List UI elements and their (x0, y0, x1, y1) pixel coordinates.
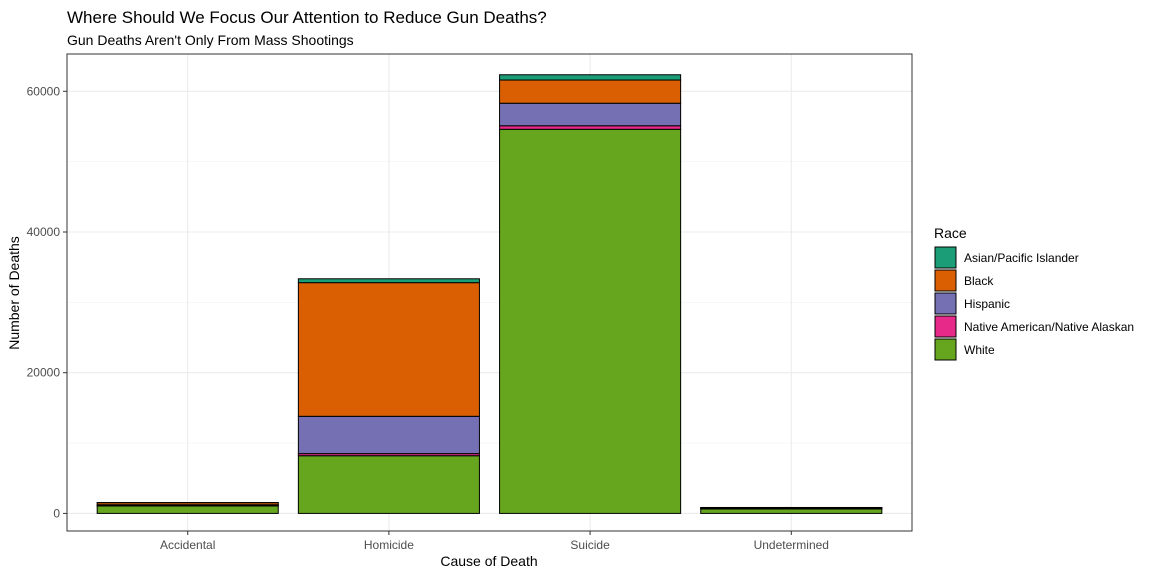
bar-segment (499, 125, 682, 130)
legend-label: Native American/Native Alaskan (964, 320, 1134, 334)
x-tick-label: Suicide (570, 538, 610, 552)
panel-background (67, 54, 912, 531)
chart-subtitle: Gun Deaths Aren't Only From Mass Shootin… (67, 32, 354, 48)
plot-area: 0 20000 40000 60000 Accidental Homicide Suicid… (27, 53, 913, 552)
bar-segment (297, 455, 480, 514)
y-axis-title: Number of Deaths (6, 236, 22, 350)
y-tick-label: 0 (53, 506, 60, 520)
bar-segment (297, 278, 480, 284)
legend-label: Asian/Pacific Islander (964, 251, 1079, 265)
legend: Race Asian/Pacific Islander Black Hispanic… (934, 225, 1134, 361)
legend-swatch (934, 338, 957, 361)
legend-swatch (934, 246, 957, 269)
y-tick-label: 40000 (27, 225, 61, 239)
bar-segment (499, 102, 682, 127)
panel-border (66, 53, 913, 532)
legend-swatch (934, 315, 957, 338)
bar-segment (96, 505, 279, 514)
y-tick-label: 60000 (27, 84, 61, 98)
legend-label: White (964, 343, 995, 357)
bar-segment (499, 79, 682, 104)
legend-swatch (934, 292, 957, 315)
legend-title: Race (934, 225, 967, 241)
bar-segment (297, 282, 480, 417)
bar-segment (700, 508, 883, 514)
x-tick-label: Undetermined (754, 538, 829, 552)
x-tick-label: Accidental (160, 538, 215, 552)
legend-label: Hispanic (964, 297, 1010, 311)
chart-title: Where Should We Focus Our Attention to R… (67, 8, 547, 27)
legend-label: Black (964, 274, 994, 288)
x-axis-title: Cause of Death (440, 553, 537, 569)
bar-segment (499, 128, 682, 514)
bar-segment (297, 415, 480, 455)
y-tick-label: 20000 (27, 366, 61, 380)
bar-segment (499, 74, 682, 81)
x-tick-label: Homicide (364, 538, 414, 552)
legend-swatch (934, 269, 957, 292)
